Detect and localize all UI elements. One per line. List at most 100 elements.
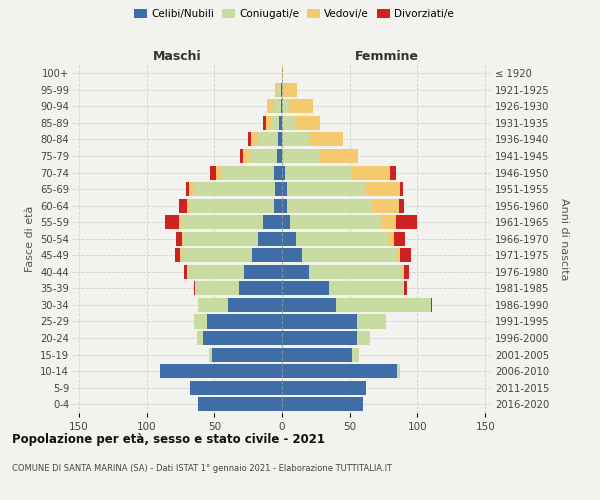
- Bar: [282, 232, 296, 246]
- Bar: [266, 116, 271, 130]
- Bar: [181, 248, 182, 262]
- Bar: [187, 265, 244, 279]
- Bar: [282, 66, 283, 80]
- Bar: [190, 380, 282, 394]
- Bar: [282, 166, 285, 179]
- Bar: [197, 331, 203, 345]
- Bar: [397, 248, 400, 262]
- Bar: [281, 83, 282, 97]
- Bar: [203, 331, 282, 345]
- Bar: [263, 215, 282, 229]
- Bar: [404, 282, 407, 296]
- Bar: [282, 331, 356, 345]
- Bar: [329, 282, 404, 296]
- Bar: [388, 232, 394, 246]
- Bar: [240, 149, 243, 163]
- Bar: [267, 100, 274, 114]
- Bar: [179, 215, 182, 229]
- Bar: [278, 132, 282, 146]
- Bar: [282, 364, 397, 378]
- Bar: [257, 232, 282, 246]
- Bar: [274, 100, 281, 114]
- Bar: [356, 331, 370, 345]
- Bar: [336, 298, 431, 312]
- Y-axis label: Anni di nascita: Anni di nascita: [559, 198, 569, 280]
- Bar: [274, 198, 282, 212]
- Bar: [212, 348, 282, 362]
- Bar: [277, 149, 282, 163]
- Bar: [309, 265, 401, 279]
- Bar: [182, 215, 263, 229]
- Bar: [194, 314, 208, 328]
- Bar: [190, 198, 274, 212]
- Bar: [166, 215, 179, 229]
- Text: Femmine: Femmine: [355, 50, 419, 62]
- Text: COMUNE DI SANTA MARINA (SA) - Dati ISTAT 1° gennaio 2021 - Elaborazione TUTTITAL: COMUNE DI SANTA MARINA (SA) - Dati ISTAT…: [12, 464, 392, 473]
- Bar: [282, 83, 283, 97]
- Bar: [195, 282, 239, 296]
- Bar: [250, 149, 277, 163]
- Bar: [282, 100, 289, 114]
- Bar: [356, 314, 386, 328]
- Bar: [274, 166, 282, 179]
- Text: Popolazione per età, sesso e stato civile - 2021: Popolazione per età, sesso e stato civil…: [12, 432, 325, 446]
- Bar: [215, 166, 223, 179]
- Bar: [391, 166, 396, 179]
- Bar: [210, 166, 215, 179]
- Bar: [287, 198, 371, 212]
- Bar: [282, 348, 352, 362]
- Bar: [252, 248, 282, 262]
- Bar: [396, 215, 418, 229]
- Bar: [223, 166, 274, 179]
- Bar: [184, 265, 187, 279]
- Bar: [296, 232, 388, 246]
- Bar: [281, 100, 282, 114]
- Bar: [289, 100, 313, 114]
- Legend: Celibi/Nubili, Coniugati/e, Vedovi/e, Divorziati/e: Celibi/Nubili, Coniugati/e, Vedovi/e, Di…: [130, 5, 458, 24]
- Bar: [401, 265, 404, 279]
- Bar: [228, 298, 282, 312]
- Bar: [287, 182, 366, 196]
- Bar: [182, 232, 183, 246]
- Bar: [398, 198, 404, 212]
- Bar: [278, 83, 281, 97]
- Bar: [160, 364, 282, 378]
- Bar: [176, 232, 182, 246]
- Bar: [275, 83, 278, 97]
- Bar: [279, 116, 282, 130]
- Bar: [271, 116, 279, 130]
- Bar: [290, 215, 382, 229]
- Bar: [371, 198, 398, 212]
- Bar: [187, 198, 190, 212]
- Bar: [263, 116, 266, 130]
- Bar: [282, 198, 287, 212]
- Bar: [175, 248, 181, 262]
- Bar: [296, 116, 320, 130]
- Bar: [282, 182, 287, 196]
- Bar: [194, 182, 275, 196]
- Bar: [285, 166, 352, 179]
- Bar: [198, 397, 282, 411]
- Bar: [282, 132, 309, 146]
- Bar: [186, 182, 188, 196]
- Bar: [431, 298, 433, 312]
- Bar: [282, 265, 309, 279]
- Bar: [282, 215, 290, 229]
- Bar: [243, 149, 250, 163]
- Bar: [394, 232, 405, 246]
- Bar: [239, 282, 282, 296]
- Bar: [400, 182, 403, 196]
- Bar: [283, 83, 297, 97]
- Bar: [397, 364, 400, 378]
- Bar: [282, 116, 296, 130]
- Bar: [257, 132, 278, 146]
- Bar: [366, 182, 400, 196]
- Bar: [352, 166, 391, 179]
- Bar: [382, 215, 396, 229]
- Bar: [248, 132, 251, 146]
- Bar: [400, 248, 411, 262]
- Bar: [198, 298, 228, 312]
- Bar: [182, 248, 252, 262]
- Bar: [282, 314, 356, 328]
- Bar: [244, 265, 282, 279]
